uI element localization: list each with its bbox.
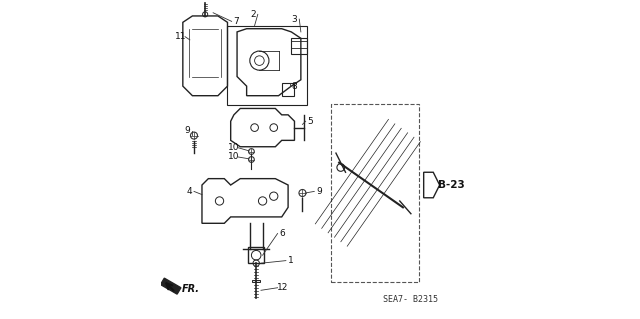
Text: 9: 9 <box>184 126 190 135</box>
Text: 5: 5 <box>308 117 314 126</box>
Text: 11: 11 <box>175 32 186 41</box>
Text: 10: 10 <box>227 143 239 152</box>
Text: SEA7- B2315: SEA7- B2315 <box>383 295 438 304</box>
Text: 10: 10 <box>227 152 239 161</box>
Text: 2: 2 <box>250 10 256 19</box>
Text: 1: 1 <box>288 256 294 265</box>
Polygon shape <box>161 278 181 294</box>
Bar <box>282 83 294 96</box>
Text: 3: 3 <box>292 15 298 24</box>
Text: 7: 7 <box>234 17 239 26</box>
Bar <box>252 280 260 282</box>
Text: 6: 6 <box>280 229 285 238</box>
Text: 4: 4 <box>186 187 192 196</box>
Bar <box>227 26 307 105</box>
Text: B-23: B-23 <box>438 180 465 190</box>
Bar <box>248 247 264 263</box>
Text: 9: 9 <box>316 187 322 196</box>
Bar <box>291 38 307 54</box>
Text: 12: 12 <box>276 283 288 292</box>
Text: 8: 8 <box>292 82 298 91</box>
Text: FR.: FR. <box>182 284 200 294</box>
Bar <box>331 104 419 282</box>
